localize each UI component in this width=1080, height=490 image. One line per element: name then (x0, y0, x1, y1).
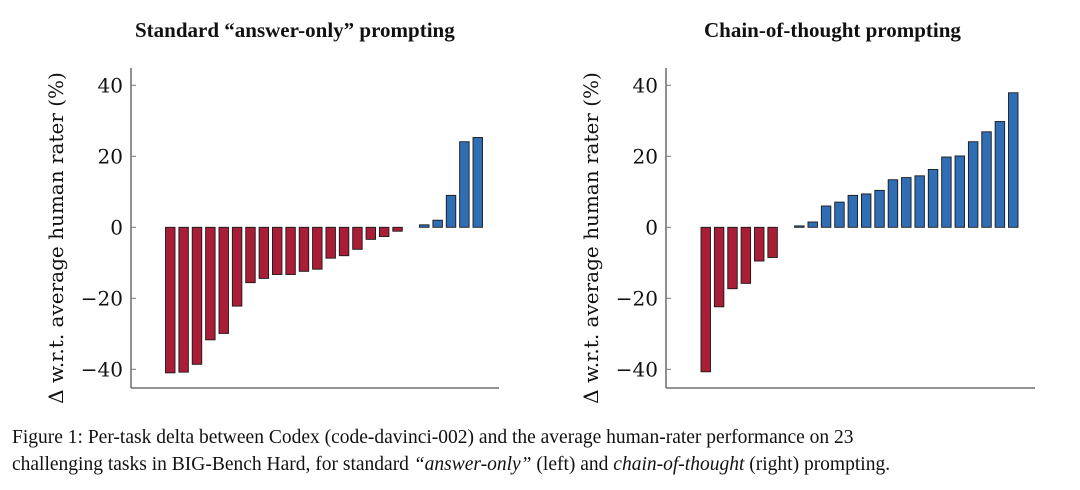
right-bar-chart: −40 −20 0 20 40 Δ w.r.t. average human rater … (579, 68, 1035, 404)
left-bar-chart: −40 −20 0 20 40 Δ w.r.t. average human rater … (44, 68, 499, 404)
bar-negative (312, 226, 323, 270)
right-chart-title: Chain-of-thought prompting (704, 18, 961, 42)
bar-negative (285, 226, 296, 275)
bar-negative (191, 226, 203, 365)
figure-caption: Figure 1: Per-task delta between Codex (… (12, 424, 1074, 478)
bar-negative (352, 226, 363, 250)
caption-text: (right) prompting. (744, 454, 891, 475)
bar-negative (754, 226, 765, 262)
bar-positive (1008, 92, 1019, 228)
bar-negative (258, 226, 270, 279)
bar-positive (914, 175, 925, 228)
caption-line-2: challenging tasks in BIG-Bench Hard, for… (12, 451, 1074, 478)
y-tick-label: 40 (98, 73, 123, 97)
bar-positive (860, 193, 872, 228)
y-tick-label: −40 (616, 357, 658, 381)
bar-positive (459, 141, 470, 228)
bar-positive (954, 155, 965, 228)
caption-emphasis-answer-only: “answer-only” (413, 454, 532, 475)
caption-text: challenging tasks in BIG-Bench Hard, for… (12, 454, 414, 475)
bar-positive (445, 194, 457, 228)
y-tick-label: 0 (110, 215, 123, 239)
bar-negative (727, 226, 738, 290)
bar-negative (392, 226, 403, 232)
bar-negative (245, 226, 256, 284)
bar-positive (901, 177, 912, 228)
bar-positive (807, 221, 818, 228)
bar-positive (874, 189, 885, 228)
bar-negative (218, 226, 229, 334)
y-tick-label: −40 (81, 357, 123, 381)
bar-positive (847, 194, 859, 228)
y-tick-label: 20 (98, 144, 123, 168)
y-tick-label: 40 (633, 73, 658, 97)
bar-negative (298, 226, 310, 272)
caption-emphasis-cot: chain-of-thought (613, 454, 745, 475)
bar-negative (338, 226, 350, 257)
bar-negative (165, 226, 176, 374)
bar-positive (834, 201, 845, 228)
bar-negative (740, 226, 752, 284)
bar-positive (794, 225, 805, 228)
bar-positive (927, 168, 939, 228)
y-tick-label: −20 (616, 286, 658, 310)
bar-negative (325, 226, 336, 259)
bar-negative (178, 226, 189, 373)
bar-negative (205, 226, 216, 341)
y-axis-label: Δ w.r.t. average human rater (%) (579, 72, 603, 404)
bar-negative (272, 226, 283, 275)
y-axis-label: Δ w.r.t. average human rater (%) (44, 72, 68, 404)
y-tick-label: −20 (81, 286, 123, 310)
bar-negative (378, 226, 390, 237)
y-tick-label: 0 (645, 215, 658, 239)
bar-positive (820, 205, 832, 228)
bar-negative (713, 226, 725, 308)
bar-positive (432, 219, 443, 228)
bar-negative (767, 226, 778, 258)
caption-line-1: Figure 1: Per-task delta between Codex (… (12, 427, 854, 448)
bar-positive (981, 131, 992, 228)
bar-negative (700, 226, 711, 373)
left-chart-title: Standard “answer-only” prompting (135, 18, 455, 42)
bar-negative (365, 226, 376, 240)
y-tick-label: 20 (633, 144, 658, 168)
bar-positive (887, 179, 899, 228)
bar-positive (419, 224, 430, 228)
bar-positive (994, 121, 1006, 228)
bar-positive (941, 156, 952, 228)
caption-text: (left) and (531, 454, 614, 475)
bar-positive (967, 141, 979, 228)
bar-negative (231, 226, 243, 307)
bar-positive (472, 137, 483, 228)
